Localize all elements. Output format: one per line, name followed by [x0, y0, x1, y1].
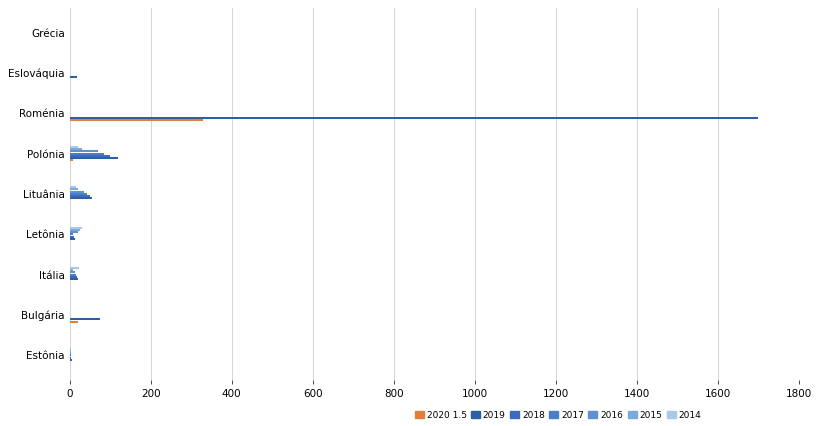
Bar	[70, 227, 82, 229]
Bar	[70, 231, 78, 233]
Bar	[70, 188, 78, 190]
Bar	[70, 357, 71, 359]
Bar	[70, 117, 757, 119]
Bar	[70, 146, 78, 148]
Bar	[70, 359, 71, 361]
Bar	[70, 150, 98, 153]
Bar	[70, 76, 77, 78]
Bar	[70, 318, 100, 320]
Bar	[70, 321, 78, 322]
Bar	[70, 273, 75, 276]
Bar	[70, 153, 104, 155]
Bar	[70, 276, 77, 278]
Bar	[70, 119, 203, 121]
Bar	[70, 269, 73, 271]
Bar	[70, 271, 75, 273]
Bar	[70, 236, 74, 238]
Bar	[70, 278, 78, 280]
Bar	[70, 229, 79, 231]
Bar	[70, 238, 75, 240]
Bar	[70, 197, 92, 199]
Legend: 2020 1.5, 2019, 2018, 2017, 2016, 2015, 2014: 2020 1.5, 2019, 2018, 2017, 2016, 2015, …	[411, 407, 704, 423]
Bar	[70, 148, 82, 150]
Bar	[70, 267, 79, 269]
Bar	[70, 233, 73, 235]
Bar	[70, 159, 73, 161]
Bar	[70, 155, 110, 157]
Bar	[70, 191, 84, 193]
Bar	[70, 195, 90, 197]
Bar	[70, 157, 118, 159]
Bar	[70, 193, 87, 195]
Bar	[70, 186, 75, 188]
